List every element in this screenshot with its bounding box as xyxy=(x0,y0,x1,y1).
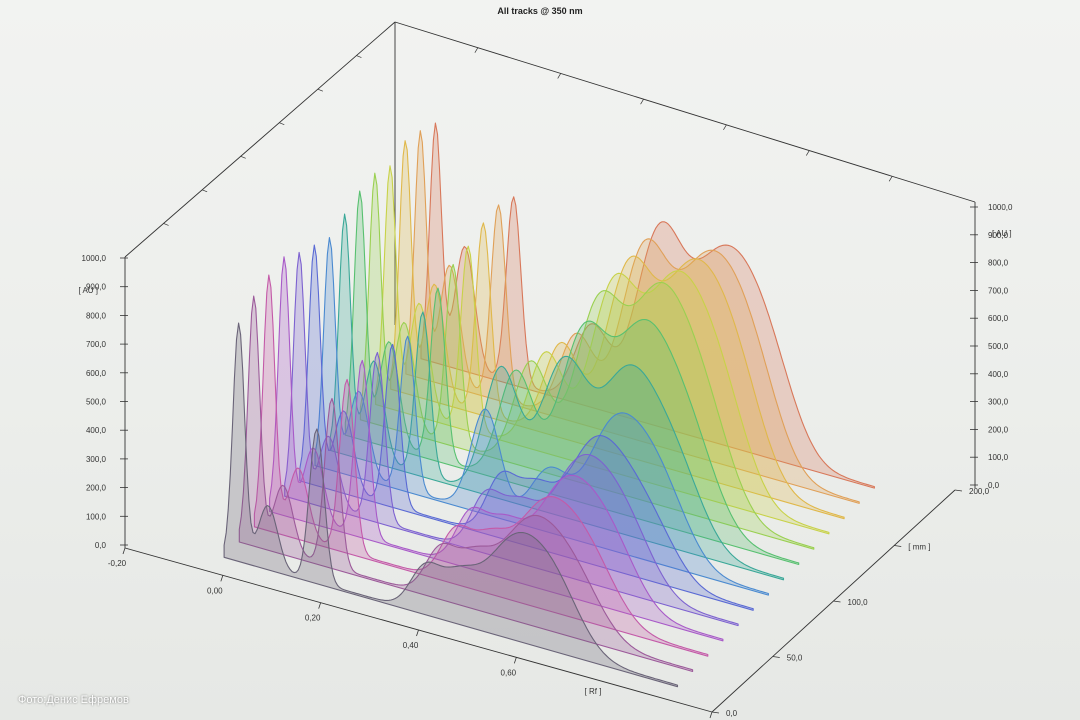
x-tick-label: 0,20 xyxy=(305,614,321,623)
z-tick-label-right: 700,0 xyxy=(988,286,1009,295)
x-tick xyxy=(416,629,419,637)
x-tick-label: 0,40 xyxy=(403,641,419,650)
z-tick-label-left: 400,0 xyxy=(86,426,107,435)
y-tick-label: 200,0 xyxy=(969,487,990,496)
z-tick-label-right: 500,0 xyxy=(988,342,1009,351)
top-edge-tick xyxy=(557,73,562,79)
track-4-trace xyxy=(269,256,724,642)
z-axis-label-right: [ AU ] xyxy=(992,229,1012,238)
z-tick-label-left: 100,0 xyxy=(86,512,107,521)
track-9-trace xyxy=(344,190,800,566)
x-tick-label: 0,00 xyxy=(207,586,223,595)
z-tick-label-right: 1000,0 xyxy=(988,203,1013,212)
top-edge-tick xyxy=(474,47,479,53)
track-5-trace xyxy=(284,251,739,627)
top-edge-tick xyxy=(888,176,893,182)
track-14-trace xyxy=(420,122,875,489)
top-left-edge xyxy=(124,21,396,258)
track-12-trace xyxy=(390,140,845,520)
y-tick-label: [ mm ] xyxy=(908,543,930,552)
y-tick-label: 50,0 xyxy=(787,654,803,663)
z-tick-label-right: 800,0 xyxy=(988,259,1009,268)
z-tick-label-right: 900,0 xyxy=(988,231,1009,240)
x-tick-label: 0,60 xyxy=(501,668,517,677)
top-edge-tick xyxy=(640,98,644,105)
z-tick-label-left: 0,0 xyxy=(95,541,107,550)
top-edge-tick xyxy=(279,122,285,126)
z-tick-label-right: 0,0 xyxy=(988,481,1000,490)
track-7-trace xyxy=(314,237,769,596)
x-tick xyxy=(122,547,126,555)
z-tick-label-right: 400,0 xyxy=(988,370,1009,379)
y-tick xyxy=(772,656,780,658)
track-11-trace xyxy=(375,165,830,535)
y-tick xyxy=(894,545,902,547)
track-13-trace xyxy=(405,130,860,504)
track-1-trace xyxy=(223,322,679,688)
z-tick-label-right: 100,0 xyxy=(988,453,1009,462)
y-tick xyxy=(954,489,963,492)
y-tick xyxy=(833,600,841,603)
z-tick-label-left: 900,0 xyxy=(86,283,107,292)
x-tick xyxy=(513,657,517,664)
y-tick-label: 100,0 xyxy=(848,598,869,607)
track-2-trace xyxy=(238,295,694,673)
top-edge-tick xyxy=(163,223,169,226)
z-tick-label-left: 800,0 xyxy=(86,311,107,320)
z-tick-label-left: 300,0 xyxy=(86,455,107,464)
z-tick-label-left: 700,0 xyxy=(86,340,107,349)
top-edge-tick xyxy=(317,88,323,92)
z-tick-label-right: 300,0 xyxy=(988,398,1009,407)
z-tick-label-left: 500,0 xyxy=(86,398,107,407)
photo-credit: Фото:Денис Ефремов xyxy=(18,694,129,706)
z-tick-label-left: 1000,0 xyxy=(82,254,107,263)
x-axis-label: [ Rf ] xyxy=(585,687,602,696)
x-tick-label: -0,20 xyxy=(108,559,127,568)
x-tick xyxy=(709,711,713,719)
chart-title: All tracks @ 350 nm xyxy=(497,6,583,16)
z-tick-label-left: 200,0 xyxy=(86,484,107,493)
x-tick xyxy=(318,602,322,609)
top-edge-tick xyxy=(723,124,727,131)
track-10-trace xyxy=(359,172,815,550)
top-edge-tick xyxy=(356,55,362,58)
z-tick-label-left: 600,0 xyxy=(86,369,107,378)
x-tick xyxy=(220,575,224,582)
top-back-edge xyxy=(394,21,976,203)
track-6-trace xyxy=(299,244,754,611)
track-8-trace xyxy=(329,213,785,581)
z-tick-label-right: 200,0 xyxy=(988,425,1009,434)
z-axis-label-left: [ AU ] xyxy=(78,286,98,295)
z-tick-label-right: 600,0 xyxy=(988,314,1009,323)
y-tick-label: 0,0 xyxy=(726,709,738,718)
top-edge-tick xyxy=(240,155,246,159)
top-edge-tick xyxy=(805,150,810,156)
top-edge-tick xyxy=(202,189,208,193)
y-tick xyxy=(711,711,720,714)
track-3-trace xyxy=(253,274,709,657)
